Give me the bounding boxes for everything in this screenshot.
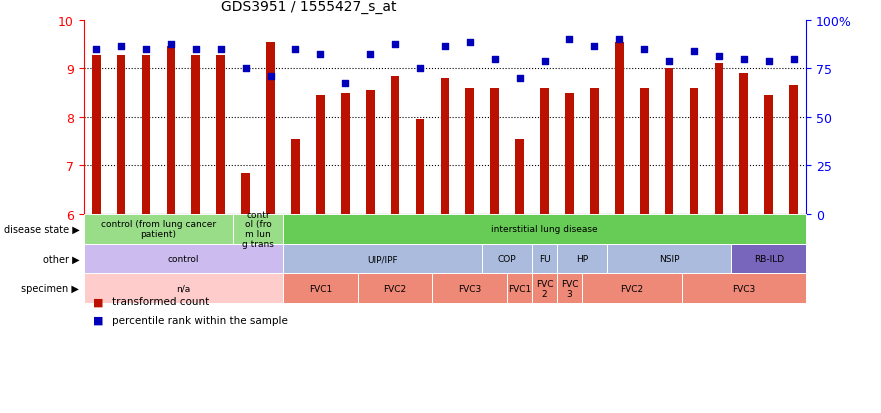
- Bar: [590, 88, 599, 214]
- Text: control (from lung cancer
patient): control (from lung cancer patient): [100, 220, 216, 239]
- Text: FVC2: FVC2: [620, 284, 643, 293]
- Text: percentile rank within the sample: percentile rank within the sample: [112, 315, 288, 325]
- Bar: [217, 55, 225, 214]
- Text: FVC
3: FVC 3: [560, 279, 578, 298]
- Point: [637, 46, 651, 53]
- Bar: [440, 79, 449, 214]
- Text: FVC3: FVC3: [732, 284, 756, 293]
- Bar: [615, 43, 624, 214]
- Point: [139, 46, 153, 53]
- Point: [363, 51, 377, 58]
- Bar: [690, 88, 699, 214]
- Text: control: control: [167, 254, 199, 263]
- Bar: [167, 47, 175, 214]
- Bar: [565, 93, 574, 214]
- Bar: [291, 139, 300, 214]
- Text: n/a: n/a: [176, 284, 190, 293]
- Text: HP: HP: [576, 254, 588, 263]
- Point: [687, 49, 701, 55]
- Bar: [665, 69, 673, 214]
- Bar: [739, 74, 748, 214]
- Text: disease state ▶: disease state ▶: [4, 224, 79, 234]
- Point: [89, 46, 103, 53]
- Point: [513, 76, 527, 82]
- Bar: [491, 88, 499, 214]
- Bar: [390, 76, 399, 214]
- Bar: [465, 88, 474, 214]
- Bar: [142, 55, 151, 214]
- Text: COP: COP: [498, 254, 516, 263]
- Point: [787, 56, 801, 63]
- Point: [263, 73, 278, 80]
- Bar: [366, 91, 374, 214]
- Bar: [515, 139, 524, 214]
- Point: [388, 42, 402, 48]
- Text: interstitial lung disease: interstitial lung disease: [492, 225, 598, 234]
- Bar: [789, 86, 798, 214]
- Point: [488, 56, 502, 63]
- Text: FVC1: FVC1: [508, 284, 531, 293]
- Text: contr
ol (fro
m lun
g trans: contr ol (fro m lun g trans: [242, 210, 274, 248]
- Bar: [640, 88, 648, 214]
- Bar: [116, 55, 125, 214]
- Point: [239, 66, 253, 72]
- Point: [762, 59, 776, 65]
- Point: [612, 37, 626, 43]
- Point: [662, 59, 676, 65]
- Point: [164, 42, 178, 48]
- Bar: [241, 173, 250, 214]
- Bar: [341, 93, 350, 214]
- Text: other ▶: other ▶: [42, 254, 79, 264]
- Bar: [316, 96, 325, 214]
- Text: FVC2: FVC2: [383, 284, 407, 293]
- Bar: [92, 55, 100, 214]
- Text: ■: ■: [93, 297, 103, 306]
- Point: [737, 56, 751, 63]
- Text: FU: FU: [539, 254, 551, 263]
- Text: RB-ILD: RB-ILD: [753, 254, 784, 263]
- Point: [338, 80, 352, 87]
- Point: [463, 39, 477, 46]
- Text: GDS3951 / 1555427_s_at: GDS3951 / 1555427_s_at: [220, 0, 396, 14]
- Point: [189, 46, 203, 53]
- Text: ■: ■: [93, 315, 103, 325]
- Text: NSIP: NSIP: [659, 254, 679, 263]
- Bar: [416, 120, 425, 214]
- Point: [438, 44, 452, 50]
- Bar: [765, 96, 774, 214]
- Bar: [540, 88, 549, 214]
- Point: [114, 44, 128, 50]
- Text: FVC
2: FVC 2: [536, 279, 553, 298]
- Text: FVC3: FVC3: [458, 284, 481, 293]
- Text: UIP/IPF: UIP/IPF: [367, 254, 398, 263]
- Point: [562, 37, 576, 43]
- Point: [537, 59, 552, 65]
- Point: [288, 46, 302, 53]
- Text: FVC1: FVC1: [308, 284, 332, 293]
- Text: transformed count: transformed count: [112, 297, 209, 306]
- Bar: [714, 64, 723, 214]
- Point: [588, 44, 602, 50]
- Bar: [266, 43, 275, 214]
- Point: [712, 54, 726, 60]
- Bar: [191, 55, 200, 214]
- Point: [214, 46, 228, 53]
- Text: specimen ▶: specimen ▶: [21, 284, 79, 294]
- Point: [413, 66, 427, 72]
- Point: [314, 51, 328, 58]
